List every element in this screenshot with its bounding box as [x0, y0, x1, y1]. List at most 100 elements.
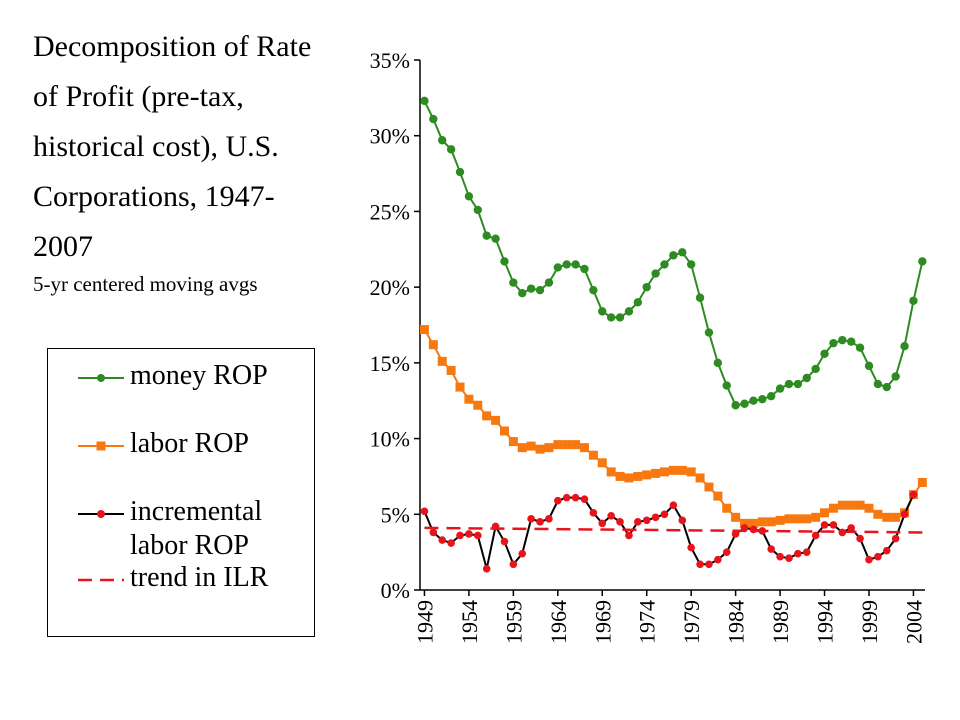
data-point: [802, 373, 811, 383]
data-point: [704, 328, 714, 337]
data-point: [482, 411, 492, 421]
legend-entry: trend in ILR: [76, 561, 300, 595]
data-point: [794, 549, 802, 558]
data-point: [873, 509, 883, 519]
data-point: [775, 515, 785, 525]
data-point: [758, 395, 767, 404]
data-point: [784, 514, 794, 524]
x-tick-label: 1974: [635, 600, 660, 644]
data-point: [446, 145, 456, 154]
data-point: [473, 205, 482, 215]
data-point: [909, 490, 918, 499]
y-tick-label: 20%: [370, 275, 410, 300]
data-point: [891, 512, 901, 522]
data-point: [660, 260, 669, 269]
data-point: [606, 467, 616, 477]
data-point: [829, 338, 838, 348]
data-point: [864, 361, 874, 371]
data-point: [651, 513, 660, 522]
y-tick-label: 5%: [381, 502, 410, 527]
x-tick-label: 1959: [501, 600, 526, 644]
data-point: [856, 534, 864, 543]
data-point: [491, 415, 501, 425]
legend-entry: money ROP: [76, 359, 300, 393]
data-point: [678, 516, 687, 525]
data-point: [865, 555, 873, 564]
data-point: [714, 555, 722, 564]
data-point: [695, 473, 705, 483]
legend-swatch: [78, 374, 124, 382]
y-tick-label: 35%: [370, 48, 410, 73]
data-point: [420, 507, 429, 516]
x-tick-label: 1984: [724, 600, 749, 644]
data-point: [757, 517, 767, 527]
data-point: [588, 450, 598, 460]
data-point: [909, 296, 918, 305]
data-point: [731, 530, 740, 538]
data-point: [447, 539, 455, 547]
data-point: [455, 167, 465, 177]
data-point: [624, 307, 634, 316]
data-point: [642, 470, 652, 480]
data-point: [473, 531, 482, 540]
data-point: [535, 444, 545, 454]
data-point: [579, 443, 589, 453]
x-tick-label: 1994: [813, 600, 838, 644]
data-point: [455, 382, 465, 392]
data-point: [687, 543, 695, 552]
data-point: [891, 372, 900, 381]
data-point: [704, 482, 714, 492]
data-point: [891, 534, 900, 543]
data-point: [615, 313, 625, 322]
data-point: [686, 260, 696, 269]
data-point: [482, 565, 491, 573]
legend-entry: labor ROP: [76, 427, 300, 461]
data-point: [465, 530, 473, 538]
data-point: [464, 192, 474, 201]
legend-marker: [97, 374, 105, 382]
data-point: [500, 257, 509, 266]
data-point: [678, 248, 687, 257]
y-tick-label: 15%: [370, 351, 410, 376]
data-point: [526, 284, 536, 293]
legend-label: trend in ILR: [130, 562, 269, 593]
x-tick-label: 1949: [412, 600, 437, 644]
data-point: [518, 549, 527, 558]
y-tick-label: 25%: [370, 199, 410, 224]
data-point: [846, 500, 856, 510]
data-point: [802, 548, 811, 556]
data-point: [615, 471, 625, 481]
data-point: [527, 515, 535, 523]
data-point: [642, 282, 651, 292]
data-point: [731, 401, 740, 410]
data-point: [695, 293, 705, 302]
data-point: [659, 467, 669, 477]
x-tick-label: 1964: [546, 600, 571, 644]
data-point: [811, 364, 820, 374]
data-point: [864, 503, 874, 513]
data-point: [508, 437, 518, 447]
data-point: [571, 260, 580, 269]
x-tick-label: 1954: [457, 600, 482, 644]
data-point: [900, 342, 909, 351]
data-point: [651, 269, 660, 278]
data-point: [882, 512, 892, 522]
data-point: [731, 512, 741, 522]
data-point: [589, 508, 598, 517]
legend-swatch: [78, 578, 124, 582]
data-point: [811, 531, 820, 540]
legend-swatch: [78, 510, 124, 518]
data-point: [837, 500, 847, 510]
data-point: [900, 510, 909, 519]
data-point: [437, 356, 447, 366]
data-point: [499, 426, 509, 436]
data-point: [464, 394, 474, 404]
data-point: [847, 524, 856, 532]
data-point: [784, 379, 794, 389]
data-point: [509, 278, 518, 287]
data-point: [855, 500, 865, 510]
data-point: [518, 289, 527, 298]
y-tick-label: 10%: [370, 427, 410, 452]
data-point: [562, 260, 571, 269]
